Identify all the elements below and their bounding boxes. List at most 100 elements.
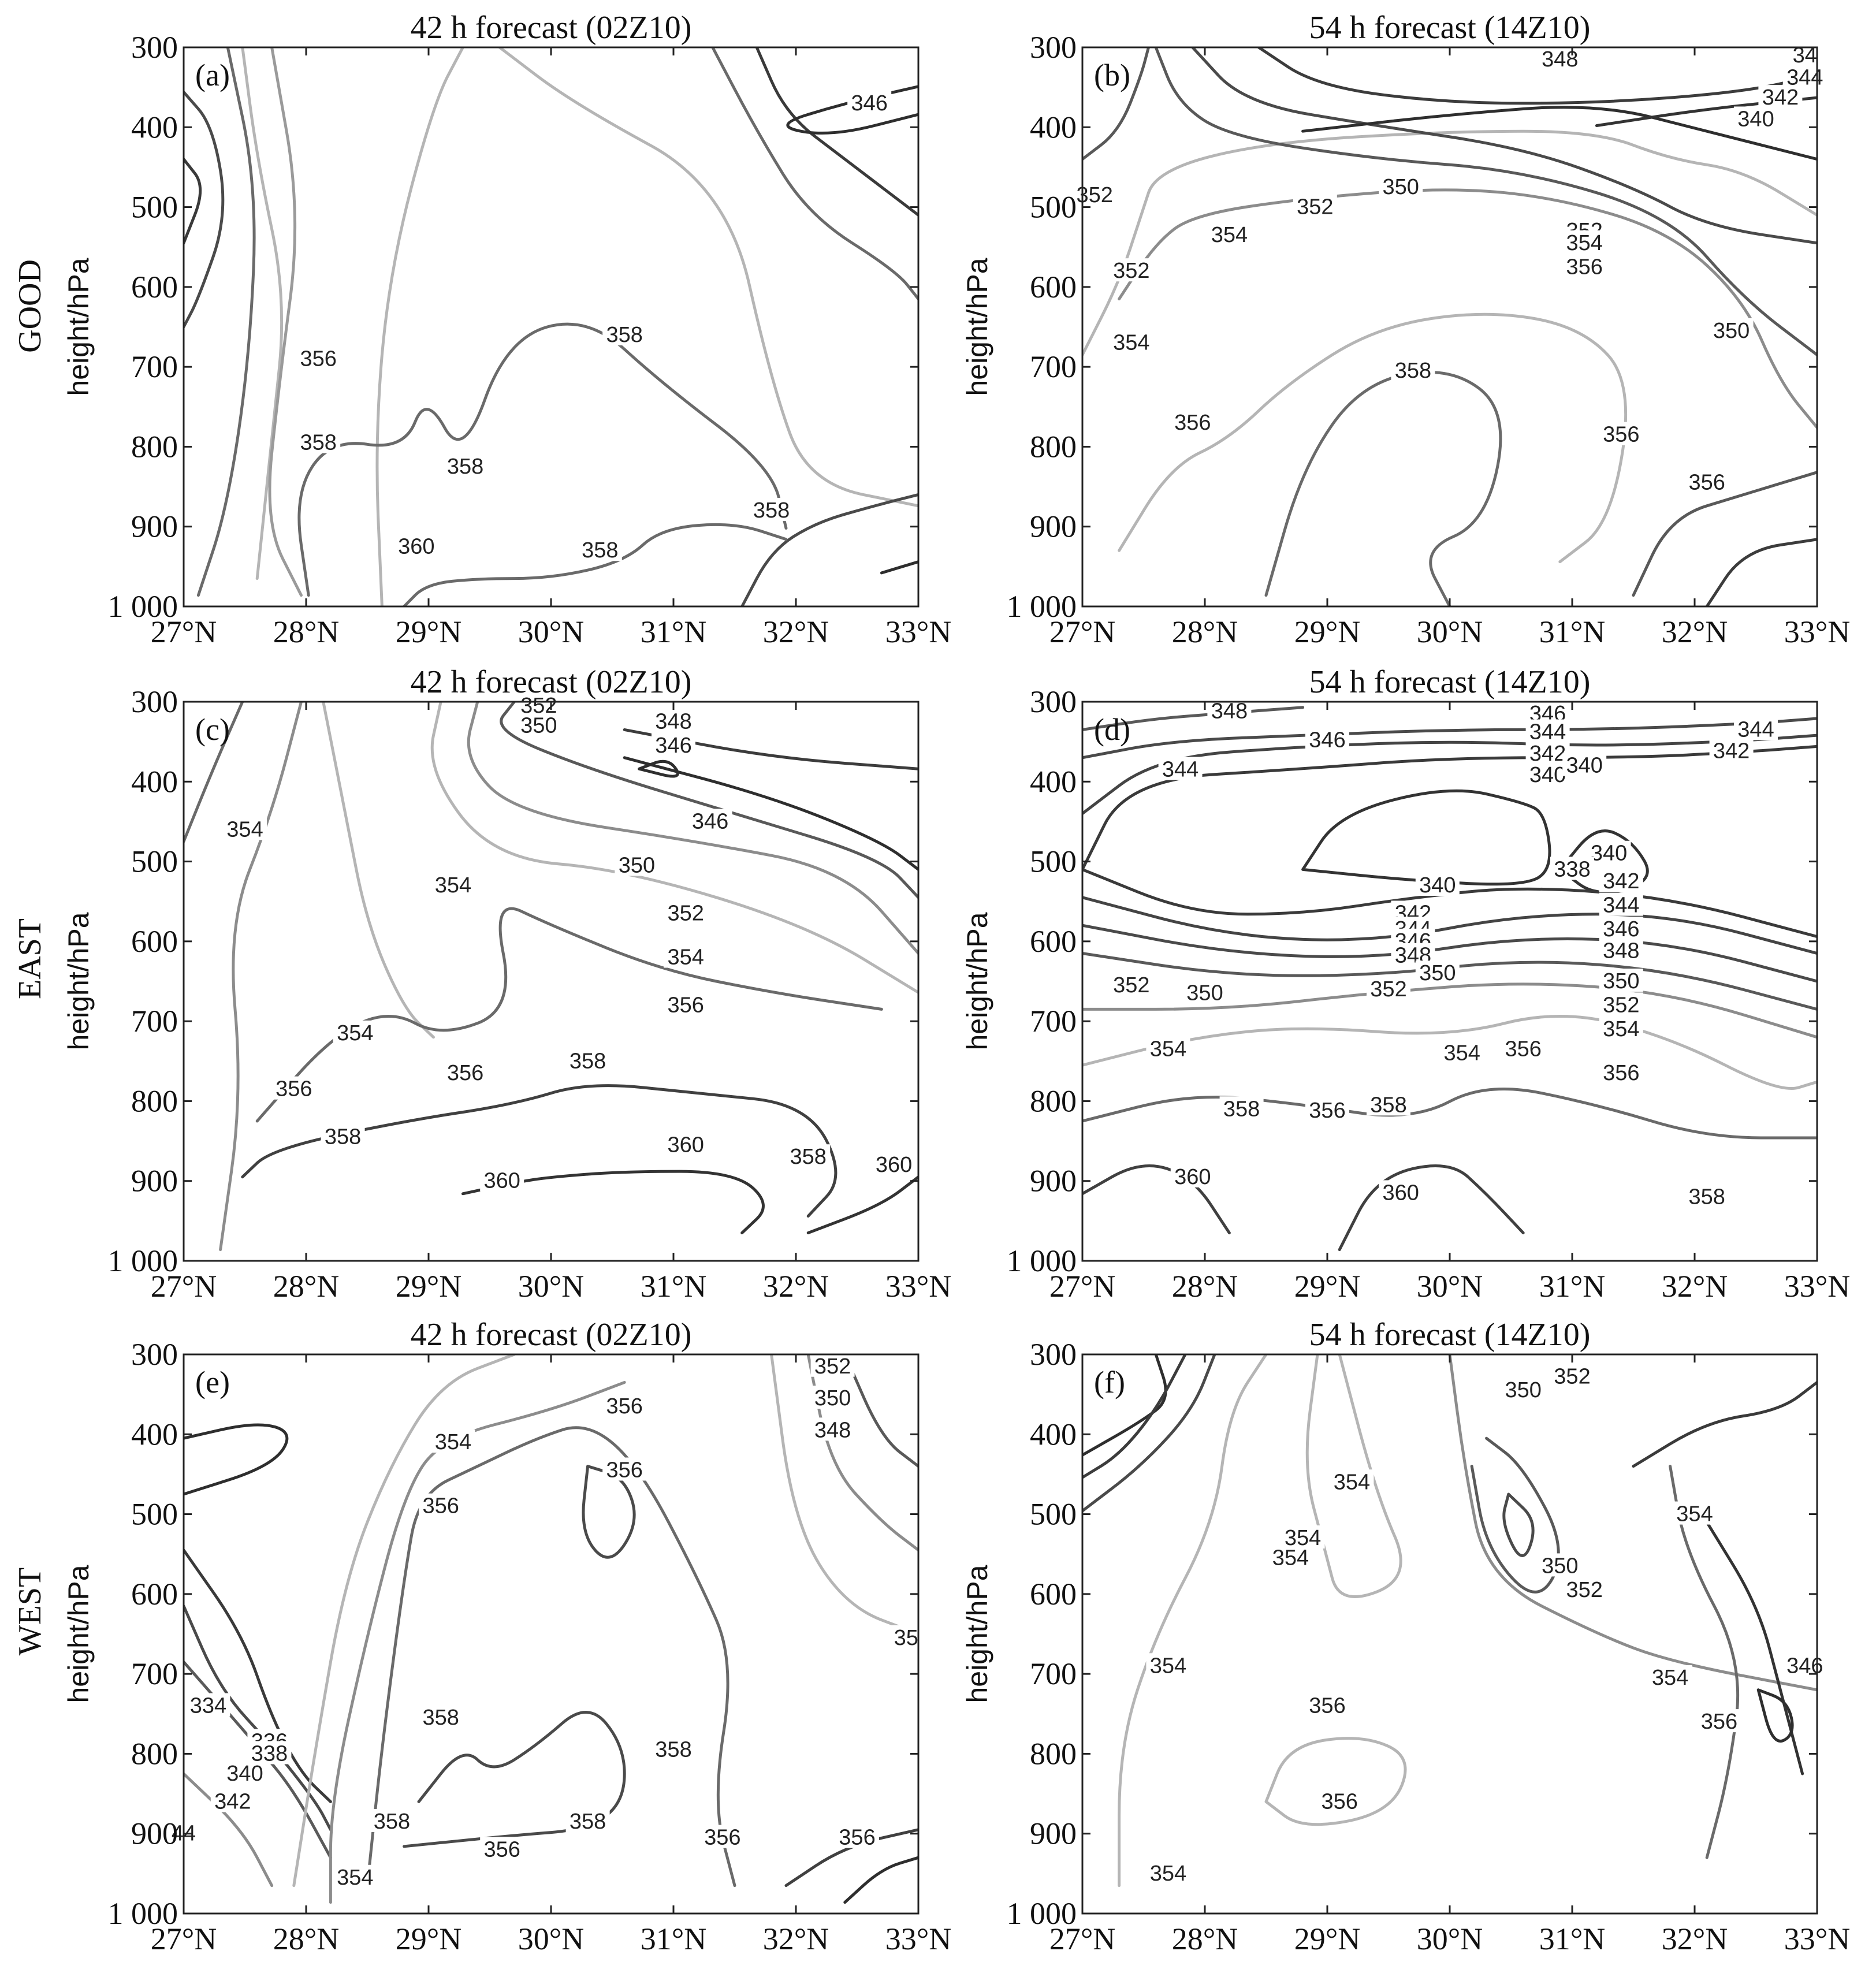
y-tick-label: 500: [1030, 190, 1077, 225]
contour-label-bg: [1305, 1098, 1349, 1122]
x-tick-label: 29°N: [396, 615, 462, 649]
contour-label-bg: [1219, 1096, 1264, 1120]
contour-label-bg: [271, 1076, 316, 1100]
contour-label-bg: [1550, 857, 1594, 880]
contour-label-bg: [1789, 42, 1821, 66]
y-tick-label: 600: [1030, 924, 1077, 959]
x-tick-label: 27°N: [1049, 615, 1116, 649]
contour-label: 354: [1566, 231, 1602, 255]
contour-label: 348: [1211, 699, 1248, 724]
contour-label-bg: [1782, 65, 1827, 88]
contour-label-bg: [394, 534, 438, 557]
contour-label-bg: [664, 900, 708, 924]
y-tick-label: 800: [1030, 429, 1077, 464]
contour-label-bg: [1599, 1016, 1643, 1040]
contour-line: [1632, 471, 1817, 597]
contour-line: [184, 158, 202, 245]
x-tick-label: 30°N: [1417, 1269, 1483, 1304]
contour-lines: [1082, 47, 1817, 606]
contour-label-bg: [1330, 1469, 1374, 1493]
contour-label-bg: [1758, 85, 1803, 109]
contour-label-bg: [847, 90, 892, 114]
contour-label-bg: [835, 1825, 879, 1848]
contour-line: [184, 1660, 332, 1859]
contour-label: 344: [1162, 758, 1198, 782]
contour-label: 342: [1529, 742, 1566, 766]
contour-label: 358: [606, 323, 642, 347]
contour-label-bg: [1170, 410, 1215, 433]
contour-label: 358: [570, 1049, 606, 1073]
contour-label: 348: [655, 710, 691, 734]
contour-label: 356: [1505, 1037, 1541, 1062]
contour-label-bg: [1599, 917, 1643, 940]
contour-label-bg: [810, 1417, 855, 1441]
contour-label: 356: [1603, 423, 1639, 447]
contour-label: 352: [1566, 1578, 1602, 1602]
x-tick-label: 30°N: [1417, 615, 1483, 649]
contour-label-bg: [1268, 1545, 1313, 1569]
contour-label: 348: [814, 1418, 851, 1442]
contour-label-bg: [1281, 1525, 1325, 1549]
contour-label: 350: [1186, 981, 1223, 1006]
y-tick-label: 800: [131, 429, 178, 464]
contour-label-bg: [1525, 740, 1570, 764]
contour-label: 352: [1554, 1365, 1590, 1389]
contour-label: 342: [214, 1789, 251, 1814]
contour-label: 35: [894, 1626, 918, 1650]
contour-label-bg: [1501, 1036, 1546, 1060]
contour-line: [1756, 1688, 1794, 1743]
x-tick-label: 31°N: [1539, 1269, 1606, 1304]
contour-label: 356: [667, 993, 704, 1017]
contour-line: [1301, 789, 1551, 886]
contour-label-bg: [1782, 1653, 1827, 1677]
panel-tag: (d): [1094, 712, 1130, 747]
contour-label-bg: [1146, 1860, 1190, 1884]
contour-label-bg: [749, 498, 794, 522]
contour-label: 358: [422, 1706, 459, 1730]
panel-tag: (c): [195, 712, 230, 747]
contour-label: 350: [520, 713, 557, 738]
contour-line: [366, 1426, 736, 1888]
contour-label-bg: [1550, 1364, 1594, 1387]
contour-line: [498, 47, 918, 508]
contour-label-bg: [565, 1048, 610, 1072]
contour-label: 350: [1382, 175, 1419, 199]
x-tick-label: 29°N: [1294, 1269, 1361, 1304]
y-tick-label: 700: [131, 1656, 178, 1691]
contour-label: 358: [655, 1738, 691, 1762]
contour-label: 346: [1309, 728, 1345, 752]
contour-label-bg: [688, 809, 732, 832]
panel-tag: (a): [195, 58, 230, 92]
contour-label-bg: [1599, 969, 1643, 992]
x-tick-label: 32°N: [763, 615, 829, 649]
contour-line: [1191, 47, 1817, 245]
y-tick-label: 300: [131, 684, 178, 719]
y-tick-label: 1 000: [108, 1896, 178, 1931]
contour-label-bg: [615, 853, 659, 876]
contour-label: 350: [1542, 1554, 1578, 1578]
contour-line: [1705, 1520, 1804, 1775]
contour-label-bg: [1685, 1184, 1729, 1208]
contour-label: 356: [1566, 255, 1602, 279]
contour-line: [403, 523, 788, 606]
x-tick-label: 33°N: [885, 1922, 952, 1956]
contour-line: [843, 1354, 918, 1468]
contour-label: 352: [1370, 977, 1406, 1002]
y-tick-label: 800: [131, 1736, 178, 1771]
contour-label: 360: [483, 1169, 520, 1193]
x-tick-label: 30°N: [1417, 1922, 1483, 1956]
y-tick-label: 700: [1030, 349, 1077, 384]
contour-label-bg: [516, 713, 561, 736]
contour-label-bg: [480, 1168, 524, 1192]
y-tick-label: 600: [1030, 270, 1077, 304]
contour-line: [1470, 1436, 1560, 1594]
contour-label-bg: [1709, 318, 1754, 341]
contour-line: [770, 1354, 918, 1636]
contour-label-bg: [210, 1789, 255, 1812]
contour-label-bg: [1305, 1693, 1349, 1717]
contour-label: 356: [1174, 411, 1211, 435]
contour-line: [1264, 370, 1502, 606]
x-tick-label: 29°N: [1294, 615, 1361, 649]
contour-label-bg: [296, 346, 341, 370]
contour-label: 354: [1150, 1037, 1186, 1062]
